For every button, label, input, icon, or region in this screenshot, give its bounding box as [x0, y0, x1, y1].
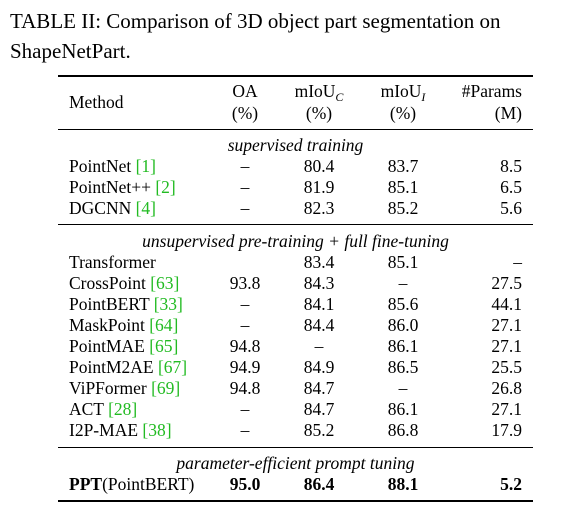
cell-miou-c: 86.4 — [303, 474, 335, 494]
cell-miou-i: 83.7 — [387, 156, 419, 176]
cell-miou-i: 86.1 — [387, 399, 419, 419]
cell-oa: – — [240, 294, 250, 314]
cell-miou-i: 86.0 — [387, 315, 419, 335]
method-name: PointNet++ [2] — [69, 177, 176, 197]
cell-miou-c: 84.1 — [303, 294, 335, 314]
header-miou-c: mIoUC — [294, 81, 344, 104]
caption-label: TABLE II: — [10, 9, 102, 33]
cell-miou-c: 80.4 — [303, 156, 335, 176]
cell-params: 17.9 — [491, 420, 522, 440]
header-miou-i: mIoUI — [380, 81, 426, 104]
cell-miou-c: 84.4 — [303, 315, 335, 335]
cell-params: 5.2 — [500, 474, 522, 494]
cell-miou-c: – — [314, 336, 324, 356]
cell-miou-i: 86.5 — [387, 357, 419, 377]
cell-miou-c: 82.3 — [303, 198, 335, 218]
section-rule-2 — [58, 447, 533, 448]
cell-params: 27.1 — [491, 336, 522, 356]
header-miou-i-unit: (%) — [389, 103, 417, 123]
method-name: Transformer — [69, 252, 156, 272]
header-oa-unit: (%) — [231, 103, 259, 123]
cell-miou-c: 84.3 — [303, 273, 335, 293]
cell-oa: – — [240, 198, 250, 218]
cell-params: 8.5 — [500, 156, 522, 176]
cell-miou-c: 84.7 — [303, 399, 335, 419]
section-rule-1 — [58, 224, 533, 225]
cell-oa: 94.9 — [229, 357, 261, 377]
method-name: I2P-MAE [38] — [69, 420, 172, 440]
cell-miou-c: 83.4 — [303, 252, 335, 272]
cell-miou-i: 85.6 — [387, 294, 419, 314]
cell-miou-c: 84.7 — [303, 378, 335, 398]
cell-miou-c: 85.2 — [303, 420, 335, 440]
header-oa: OA — [232, 81, 258, 101]
cell-params: 6.5 — [500, 177, 522, 197]
section-title: supervised training — [227, 135, 364, 155]
cell-oa: 95.0 — [229, 474, 261, 494]
cell-params: 26.8 — [491, 378, 522, 398]
method-name: ViPFormer [69] — [69, 378, 181, 398]
header-params-unit: (M) — [494, 103, 522, 123]
cell-miou-i: 85.1 — [387, 177, 419, 197]
section-title: parameter-efficient prompt tuning — [176, 453, 415, 473]
cell-params: 5.6 — [500, 198, 522, 218]
cell-oa: 93.8 — [229, 273, 261, 293]
header-miou-c-unit: (%) — [305, 103, 333, 123]
cell-oa: – — [240, 177, 250, 197]
cell-miou-i: – — [398, 273, 408, 293]
method-name: PointMAE [65] — [69, 336, 179, 356]
table-caption: TABLE II: Comparison of 3D object part s… — [10, 6, 582, 66]
cell-params: – — [513, 252, 522, 272]
method-name: PointNet [1] — [69, 156, 157, 176]
cell-params: 27.5 — [491, 273, 522, 293]
caption-text: Comparison of 3D object part segmentatio… — [10, 9, 501, 63]
cell-params: 25.5 — [491, 357, 522, 377]
cell-miou-i: 85.1 — [387, 252, 419, 272]
cell-miou-i: 86.8 — [387, 420, 419, 440]
cell-oa: – — [240, 156, 250, 176]
method-name: MaskPoint [64] — [69, 315, 179, 335]
cell-miou-i: 85.2 — [387, 198, 419, 218]
cell-params: 27.1 — [491, 315, 522, 335]
cell-oa: – — [240, 399, 250, 419]
cell-oa: – — [240, 420, 250, 440]
method-name: PointM2AE [67] — [69, 357, 188, 377]
header-rule — [58, 129, 533, 130]
cell-oa: – — [240, 315, 250, 335]
header-params: #Params — [461, 81, 522, 101]
cell-miou-i: – — [398, 378, 408, 398]
cell-params: 27.1 — [491, 399, 522, 419]
method-name: DGCNN [4] — [69, 198, 157, 218]
method-name: ACT [28] — [69, 399, 138, 419]
section-title: unsupervised pre-training + full fine-tu… — [142, 231, 449, 251]
cell-params: 44.1 — [491, 294, 522, 314]
method-name: CrossPoint [63] — [69, 273, 180, 293]
cell-miou-c: 84.9 — [303, 357, 335, 377]
cell-miou-i: 86.1 — [387, 336, 419, 356]
header-method: Method — [69, 92, 124, 112]
top-rule — [58, 75, 533, 77]
cell-miou-i: 88.1 — [387, 474, 419, 494]
cell-oa: 94.8 — [229, 378, 261, 398]
method-name: PPT(PointBERT) — [69, 474, 195, 494]
bottom-rule — [58, 500, 533, 502]
method-name: PointBERT [33] — [69, 294, 183, 314]
cell-miou-c: 81.9 — [303, 177, 335, 197]
cell-oa: 94.8 — [229, 336, 261, 356]
